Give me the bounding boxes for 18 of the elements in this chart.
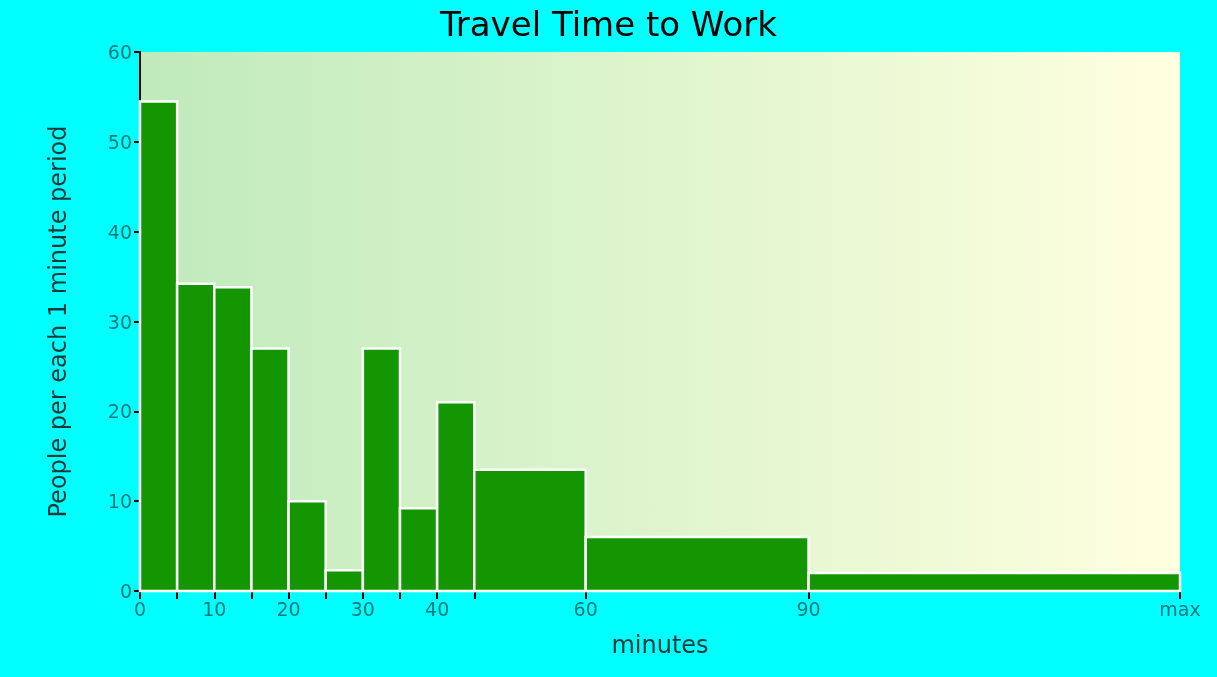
x-tick-label: 10 [202,597,227,620]
y-tick-label: 30 [107,310,132,333]
x-tick-label: 30 [350,597,375,620]
x-tick-label: 0 [133,597,147,620]
y-tick-label: 0 [119,580,132,602]
y-tick-label: 40 [107,220,132,243]
x-tick-label: max [1159,597,1201,620]
x-tick-label: 40 [425,597,450,620]
y-tick-label: 50 [107,130,132,153]
y-tick-label: 10 [107,490,132,513]
x-axis-title: minutes [611,631,709,659]
x-tick-label: 60 [573,597,598,620]
x-tick-label: 20 [276,597,301,620]
y-tick-label: 60 [107,41,132,63]
chart-title: Travel Time to Work [439,4,778,44]
y-tick-label: 20 [107,400,132,423]
x-tick-label: 90 [796,597,821,620]
y-axis-title: People per each 1 minute period [44,125,72,518]
